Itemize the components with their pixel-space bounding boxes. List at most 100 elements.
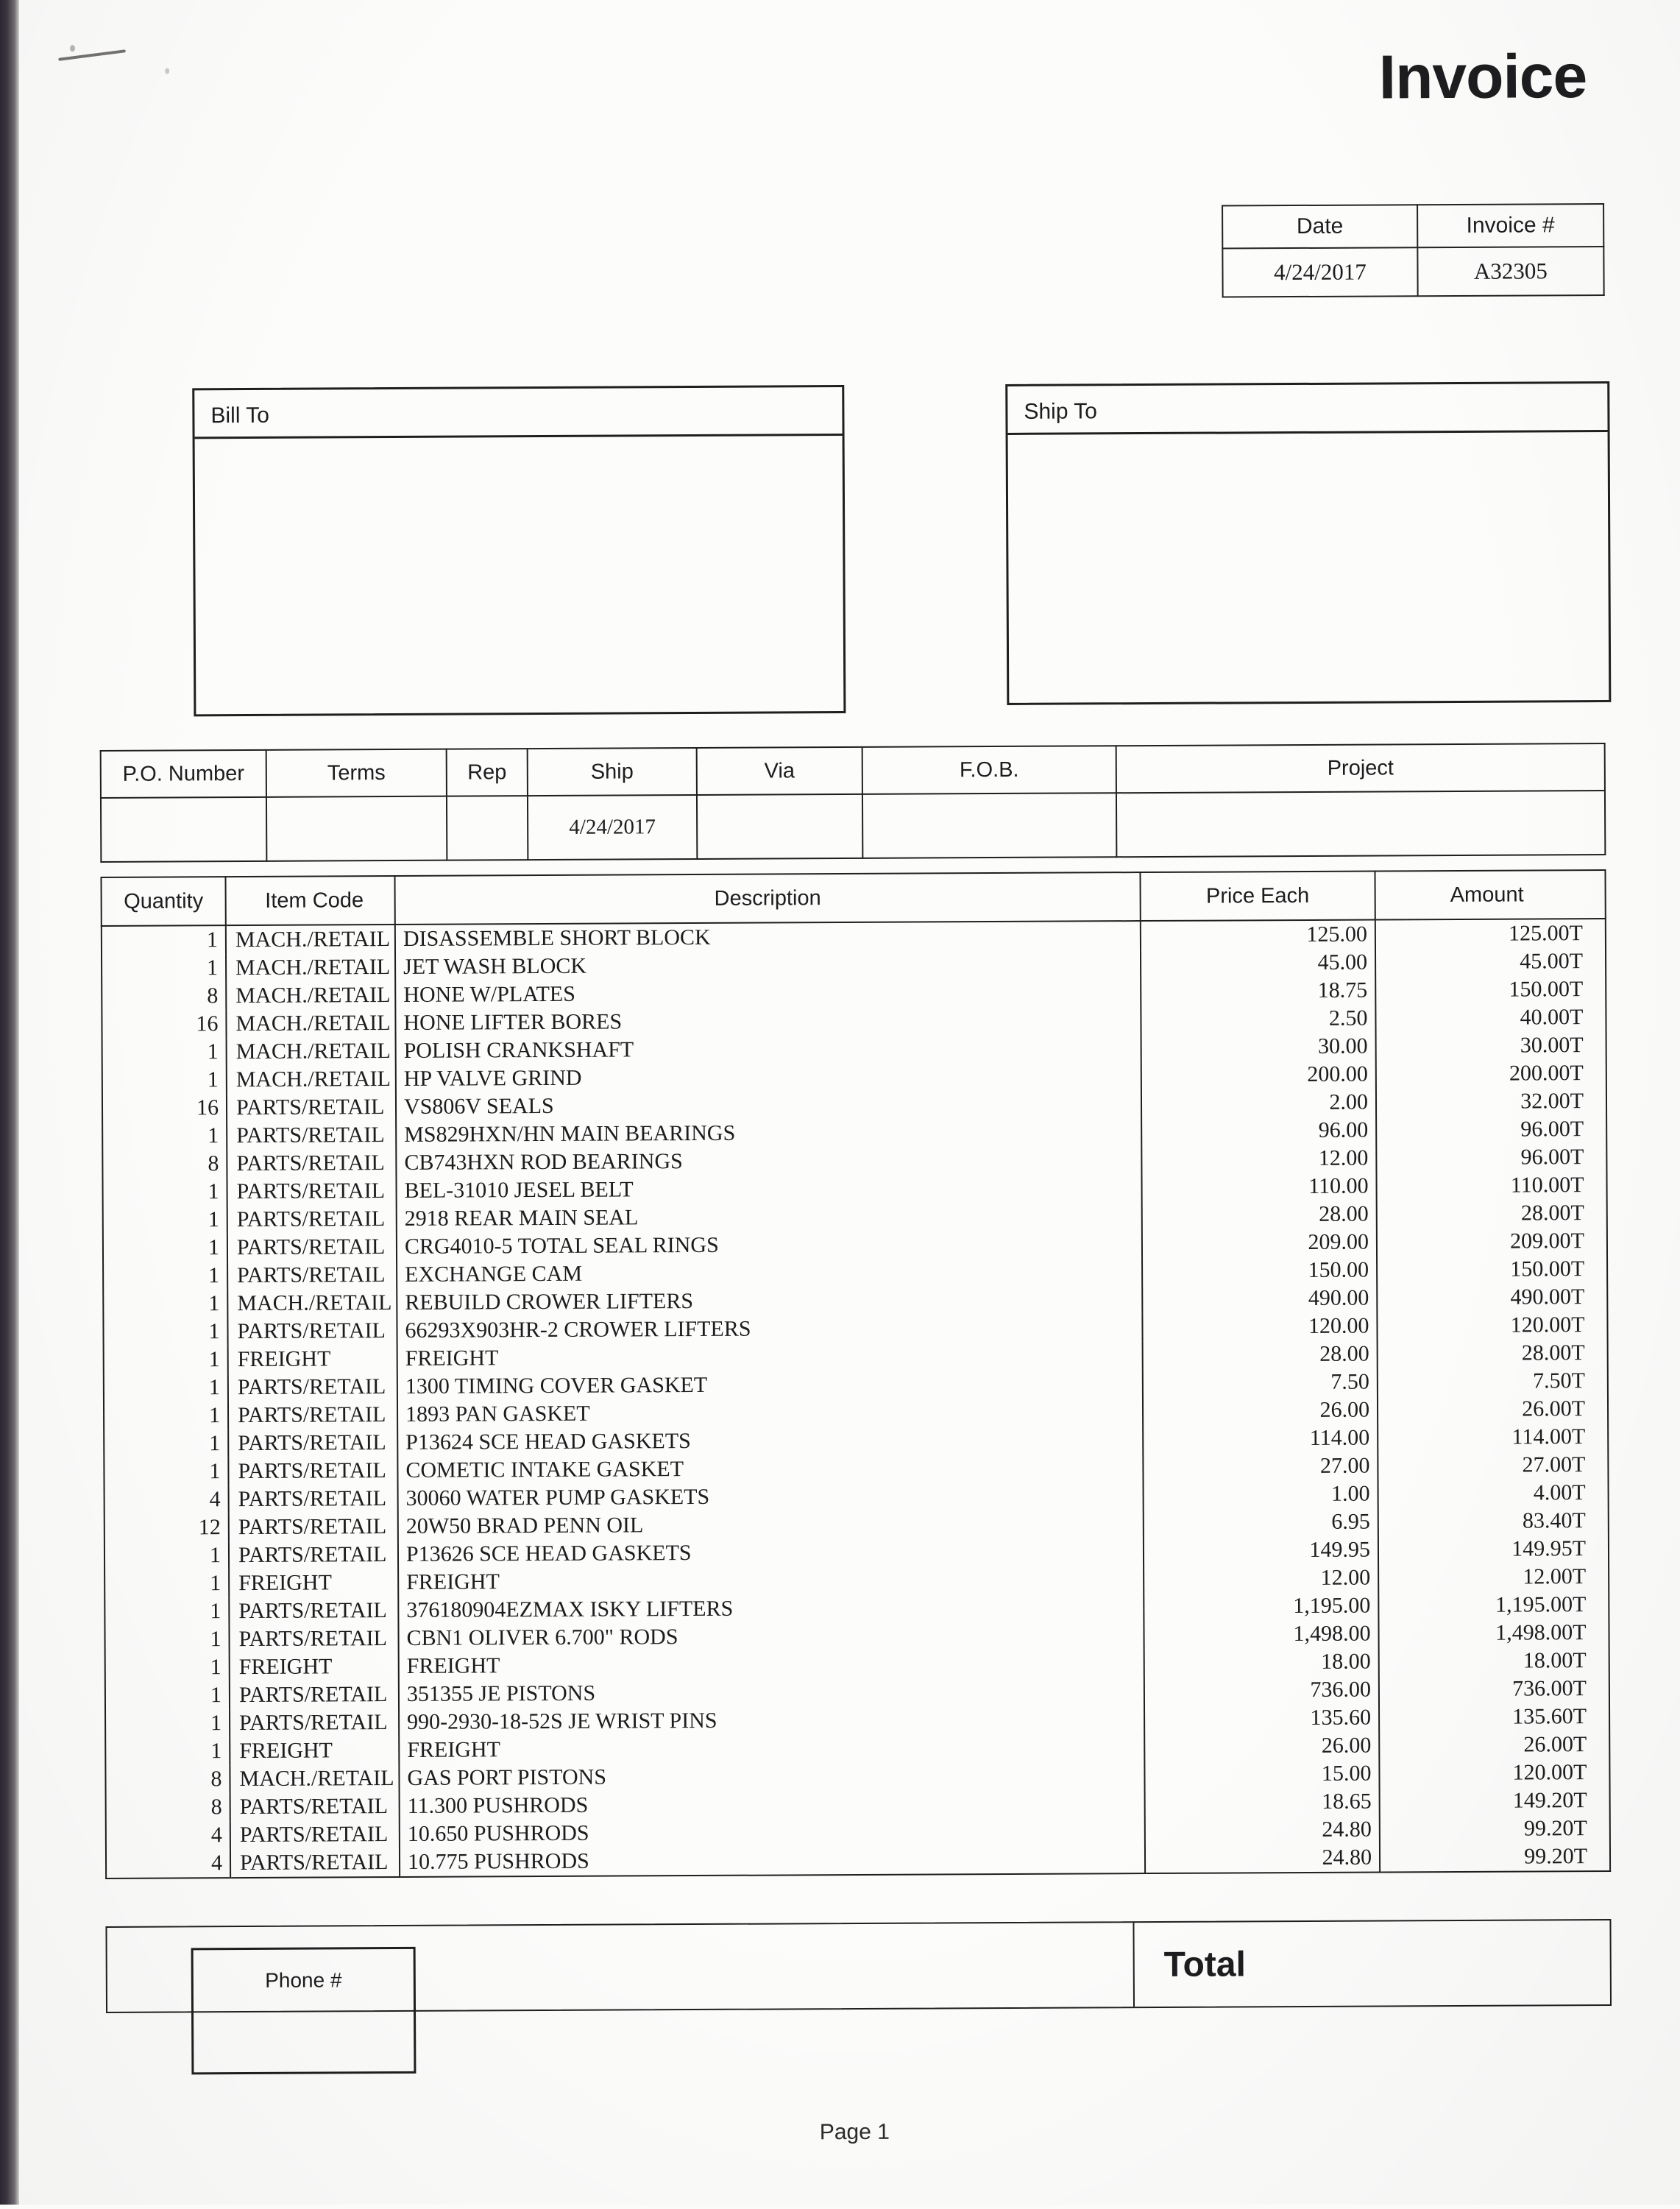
cell-amount: 27.00T	[1378, 1451, 1608, 1480]
cell-price-each: 1.00	[1144, 1480, 1378, 1509]
cell-price-each: 28.00	[1143, 1340, 1378, 1369]
order-info-value-rep	[447, 796, 528, 860]
cell-quantity: 1	[105, 1653, 230, 1682]
line-items-head: Quantity Item Code Description Price Eac…	[101, 870, 1605, 926]
cell-quantity: 1	[102, 1122, 227, 1151]
cell-amount: 45.00T	[1375, 947, 1606, 977]
cell-item-code: PARTS/RETAIL	[227, 1233, 397, 1262]
cell-amount: 125.00T	[1375, 919, 1606, 949]
cell-description: 351355 JE PISTONS	[399, 1677, 1144, 1708]
cell-price-each: 12.00	[1144, 1563, 1378, 1593]
cell-price-each: 736.00	[1144, 1675, 1379, 1705]
cell-price-each: 7.50	[1143, 1368, 1378, 1397]
cell-quantity: 1	[102, 925, 226, 955]
cell-item-code: PARTS/RETAIL	[227, 1149, 396, 1178]
phone-box: Phone #	[191, 1947, 417, 2074]
cell-description: 11.300 PUSHRODS	[400, 1789, 1145, 1820]
cell-item-code: PARTS/RETAIL	[227, 1121, 396, 1150]
cell-item-code: PARTS/RETAIL	[230, 1680, 399, 1709]
meta-header-row: Date Invoice #	[1222, 204, 1603, 249]
bill-to-label: Bill To	[194, 387, 842, 439]
cell-description: 2918 REAR MAIN SEAL	[397, 1201, 1142, 1233]
cell-quantity: 1	[102, 1038, 227, 1067]
cell-amount: 149.95T	[1378, 1535, 1609, 1564]
cell-quantity: 16	[102, 1094, 227, 1123]
date-value: 4/24/2017	[1222, 247, 1417, 297]
cell-amount: 26.00T	[1378, 1395, 1608, 1424]
cell-quantity: 4	[104, 1485, 229, 1514]
cell-description: POLISH CRANKSHAFT	[396, 1033, 1141, 1065]
cell-item-code: MACH./RETAIL	[227, 1037, 396, 1066]
cell-quantity: 1	[104, 1625, 229, 1654]
total-label: Total	[1164, 1944, 1246, 1985]
cell-item-code: PARTS/RETAIL	[229, 1513, 398, 1541]
cell-item-code: PARTS/RETAIL	[230, 1820, 400, 1849]
cell-price-each: 150.00	[1142, 1257, 1377, 1286]
cell-price-each: 18.00	[1144, 1647, 1379, 1677]
cell-amount: 114.00T	[1378, 1423, 1608, 1452]
cell-amount: 120.00T	[1377, 1311, 1607, 1340]
line-items-header-row: Quantity Item Code Description Price Eac…	[101, 870, 1605, 926]
cell-price-each: 24.80	[1145, 1843, 1380, 1873]
cell-item-code: PARTS/RETAIL	[227, 1317, 397, 1346]
phone-label: Phone #	[194, 1949, 414, 1993]
cell-description: 10.650 PUSHRODS	[400, 1817, 1145, 1848]
cell-description: 990-2930-18-52S JE WRIST PINS	[399, 1705, 1144, 1736]
cell-item-code: PARTS/RETAIL	[227, 1205, 397, 1234]
line-items-table: Quantity Item Code Description Price Eac…	[100, 869, 1611, 1879]
cell-description: CBN1 OLIVER 6.700" RODS	[398, 1621, 1144, 1653]
cell-item-code: MACH./RETAIL	[226, 953, 395, 982]
cell-quantity: 1	[103, 1290, 227, 1318]
cell-quantity: 4	[106, 1849, 230, 1878]
cell-item-code: PARTS/RETAIL	[228, 1457, 397, 1485]
cell-quantity: 12	[104, 1513, 229, 1542]
cell-price-each: 30.00	[1141, 1033, 1376, 1062]
cell-amount: 110.00T	[1376, 1171, 1606, 1201]
cell-price-each: 18.75	[1141, 977, 1375, 1006]
cell-price-each: 149.95	[1144, 1535, 1378, 1565]
cell-description: HONE W/PLATES	[395, 978, 1141, 1009]
cell-description: FREIGHT	[397, 1341, 1143, 1373]
cell-quantity: 1	[104, 1402, 228, 1430]
cell-price-each: 6.95	[1144, 1508, 1378, 1537]
ship-to-box: Ship To	[1005, 381, 1611, 705]
total-cell: Total	[1134, 1920, 1610, 2007]
cell-item-code: FREIGHT	[230, 1736, 399, 1765]
cell-price-each: 96.00	[1141, 1117, 1376, 1146]
cell-quantity: 1	[104, 1569, 229, 1598]
cell-price-each: 26.00	[1144, 1731, 1379, 1761]
cell-item-code: MACH./RETAIL	[227, 1065, 396, 1094]
cell-description: P13624 SCE HEAD GASKETS	[397, 1425, 1143, 1457]
cell-description: 10.775 PUSHRODS	[400, 1845, 1145, 1877]
cell-item-code: PARTS/RETAIL	[228, 1401, 397, 1429]
cell-quantity: 1	[102, 954, 226, 983]
cell-amount: 96.00T	[1376, 1115, 1606, 1145]
scan-left-edge	[0, 0, 19, 2205]
cell-amount: 99.20T	[1380, 1814, 1610, 1844]
cell-item-code: MACH./RETAIL	[227, 1289, 397, 1318]
cell-amount: 30.00T	[1376, 1031, 1606, 1061]
cell-item-code: PARTS/RETAIL	[227, 1261, 397, 1290]
cell-quantity: 1	[103, 1318, 227, 1346]
cell-quantity: 1	[105, 1737, 230, 1766]
order-info-value-ship: 4/24/2017	[528, 795, 697, 860]
cell-price-each: 135.60	[1144, 1703, 1379, 1733]
cell-description: JET WASH BLOCK	[395, 950, 1141, 981]
cell-price-each: 1,498.00	[1144, 1619, 1378, 1649]
column-header-price-each: Price Each	[1140, 872, 1375, 922]
cell-price-each: 2.50	[1141, 1005, 1375, 1034]
cell-item-code: PARTS/RETAIL	[229, 1485, 398, 1513]
cell-amount: 1,498.00T	[1378, 1619, 1609, 1648]
cell-item-code: MACH./RETAIL	[226, 981, 395, 1010]
cell-price-each: 114.00	[1143, 1424, 1378, 1453]
cell-item-code: MACH./RETAIL	[226, 1009, 395, 1038]
cell-amount: 12.00T	[1378, 1563, 1609, 1592]
cell-quantity: 1	[103, 1234, 227, 1262]
order-info-header-po: P.O. Number	[101, 750, 266, 798]
cell-amount: 40.00T	[1375, 1003, 1606, 1033]
cell-description: REBUILD CROWER LIFTERS	[397, 1285, 1142, 1317]
cell-quantity: 8	[102, 982, 226, 1011]
cell-amount: 96.00T	[1376, 1143, 1606, 1173]
cell-amount: 28.00T	[1377, 1199, 1607, 1229]
cell-description: DISASSEMBLE SHORT BLOCK	[395, 921, 1141, 953]
